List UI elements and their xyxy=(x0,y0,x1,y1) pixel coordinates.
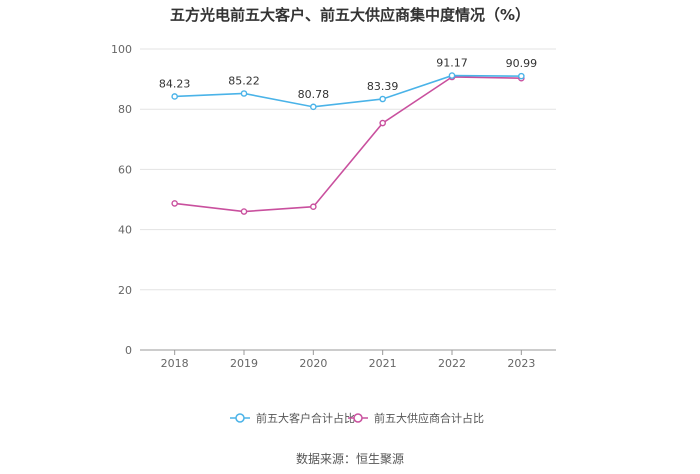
data-point xyxy=(379,95,386,103)
data-label: 84.23 xyxy=(159,77,191,90)
chart-title: 五方光电前五大客户、前五大供应商集中度情况（%） xyxy=(169,6,531,24)
y-tick-label: 0 xyxy=(125,344,132,357)
data-point xyxy=(240,90,248,97)
x-tick-label: 2021 xyxy=(369,357,397,370)
legend-item[interactable]: 前五大客户合计占比 xyxy=(230,411,355,425)
y-tick-label: 20 xyxy=(118,284,132,297)
series-line xyxy=(174,74,522,108)
data-point xyxy=(379,119,386,127)
source-note: 数据来源：恒生聚源 xyxy=(295,452,404,466)
data-label: 80.78 xyxy=(298,88,330,101)
data-point xyxy=(518,72,525,80)
x-tick-label: 2018 xyxy=(161,357,189,370)
legend-marker xyxy=(235,413,245,423)
legend-marker xyxy=(353,413,363,423)
x-tick-label: 2023 xyxy=(507,357,535,370)
x-tick-label: 2022 xyxy=(438,357,466,370)
x-tick-label: 2020 xyxy=(299,357,327,370)
data-point xyxy=(171,93,178,100)
data-point xyxy=(171,200,178,207)
x-tick-label: 2019 xyxy=(230,357,258,370)
legend-label: 前五大客户合计占比 xyxy=(256,411,355,425)
data-label: 83.39 xyxy=(367,80,399,93)
y-tick-label: 80 xyxy=(118,103,132,116)
data-label: 90.99 xyxy=(506,57,538,70)
y-tick-label: 60 xyxy=(118,163,132,176)
data-point xyxy=(448,72,456,79)
data-label: 85.22 xyxy=(228,74,260,87)
data-point xyxy=(240,208,248,215)
data-point xyxy=(310,103,317,111)
y-tick-label: 100 xyxy=(111,43,132,56)
legend-label: 前五大供应商合计占比 xyxy=(374,411,484,425)
data-label: 91.17 xyxy=(436,57,468,70)
legend-item[interactable]: 前五大供应商合计占比 xyxy=(348,411,484,425)
series-line xyxy=(174,76,522,213)
y-tick-label: 40 xyxy=(118,224,132,237)
data-point xyxy=(310,203,317,211)
